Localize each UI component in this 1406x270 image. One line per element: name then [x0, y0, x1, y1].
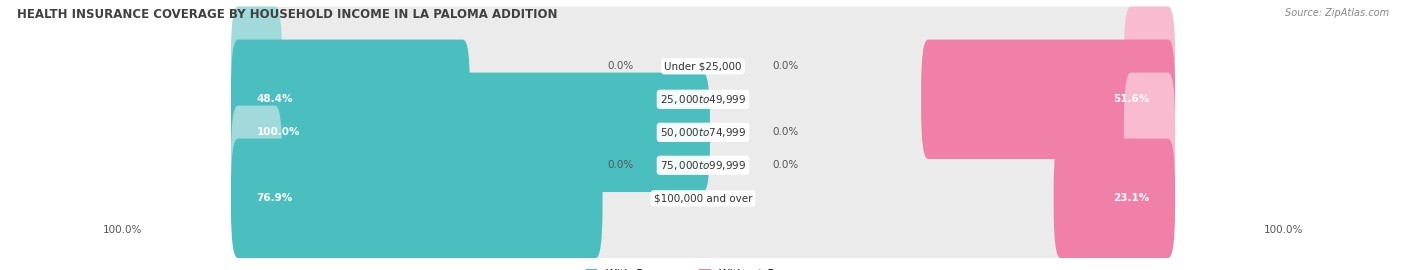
FancyBboxPatch shape	[231, 106, 1175, 225]
Text: Source: ZipAtlas.com: Source: ZipAtlas.com	[1285, 8, 1389, 18]
FancyBboxPatch shape	[231, 73, 1175, 192]
Text: 0.0%: 0.0%	[773, 127, 799, 137]
Text: 48.4%: 48.4%	[256, 94, 292, 104]
Text: 0.0%: 0.0%	[607, 160, 633, 170]
Text: 0.0%: 0.0%	[773, 160, 799, 170]
Text: Under $25,000: Under $25,000	[664, 61, 742, 71]
Text: $50,000 to $74,999: $50,000 to $74,999	[659, 126, 747, 139]
FancyBboxPatch shape	[231, 6, 1175, 126]
Text: HEALTH INSURANCE COVERAGE BY HOUSEHOLD INCOME IN LA PALOMA ADDITION: HEALTH INSURANCE COVERAGE BY HOUSEHOLD I…	[17, 8, 557, 21]
Text: 76.9%: 76.9%	[256, 193, 292, 203]
FancyBboxPatch shape	[1123, 73, 1175, 192]
Legend: With Coverage, Without Coverage: With Coverage, Without Coverage	[582, 264, 824, 270]
Text: 0.0%: 0.0%	[607, 61, 633, 71]
Text: $75,000 to $99,999: $75,000 to $99,999	[659, 159, 747, 172]
FancyBboxPatch shape	[1123, 106, 1175, 225]
FancyBboxPatch shape	[1053, 139, 1175, 258]
Text: $100,000 and over: $100,000 and over	[654, 193, 752, 203]
FancyBboxPatch shape	[231, 139, 1175, 258]
Text: 23.1%: 23.1%	[1114, 193, 1150, 203]
Text: 100.0%: 100.0%	[1264, 225, 1303, 235]
FancyBboxPatch shape	[231, 73, 710, 192]
FancyBboxPatch shape	[231, 40, 1175, 159]
Text: $25,000 to $49,999: $25,000 to $49,999	[659, 93, 747, 106]
Text: 100.0%: 100.0%	[256, 127, 299, 137]
FancyBboxPatch shape	[231, 40, 470, 159]
Text: 100.0%: 100.0%	[103, 225, 142, 235]
FancyBboxPatch shape	[921, 40, 1175, 159]
FancyBboxPatch shape	[231, 6, 283, 126]
FancyBboxPatch shape	[231, 139, 603, 258]
FancyBboxPatch shape	[1123, 6, 1175, 126]
Text: 51.6%: 51.6%	[1114, 94, 1150, 104]
FancyBboxPatch shape	[231, 106, 283, 225]
Text: 0.0%: 0.0%	[773, 61, 799, 71]
